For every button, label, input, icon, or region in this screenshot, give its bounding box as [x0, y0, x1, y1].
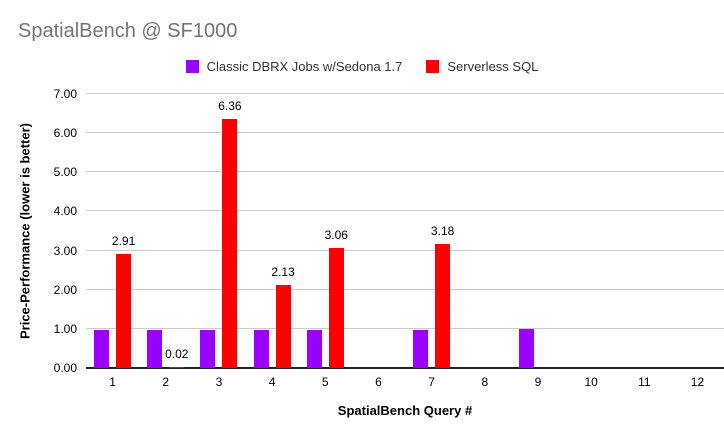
legend-swatch-serverless-sql — [426, 60, 440, 73]
x-axis-title: SpatialBench Query # — [337, 403, 473, 418]
y-tick-label-6.00: 6.00 — [53, 126, 77, 141]
bar-serverless-sql-q3 — [222, 119, 238, 368]
bar-classic-dbrx-q3 — [200, 330, 216, 368]
x-tick-label-7: 7 — [428, 375, 435, 389]
bar-serverless-sql-q4 — [275, 284, 291, 368]
gridline-3 — [86, 249, 724, 251]
bar-value-label-q1: 2.91 — [111, 234, 136, 249]
legend-label-classic-dbrx: Classic DBRX Jobs w/Sedona 1.7 — [206, 59, 403, 74]
x-tick-label-10: 10 — [584, 375, 598, 389]
legend-item-classic-dbrx: Classic DBRX Jobs w/Sedona 1.7 — [185, 59, 403, 74]
bar-classic-dbrx-q5 — [306, 330, 322, 368]
category-q1: 2.91 — [86, 94, 139, 368]
x-tick-label-5: 5 — [321, 375, 329, 389]
gridline-4 — [86, 210, 724, 212]
bar-value-label-q7: 3.18 — [430, 223, 455, 238]
bar-serverless-sql-q7 — [435, 243, 451, 368]
y-tick-label-3.00: 3.00 — [53, 243, 77, 258]
x-tick-label-3: 3 — [215, 375, 223, 389]
y-axis-title: Price-Performance (lower is better) — [17, 122, 33, 340]
legend-label-serverless-sql: Serverless SQL — [447, 59, 539, 74]
y-tick-label-4.00: 4.00 — [53, 204, 77, 219]
gridline-7 — [86, 93, 724, 94]
y-tick-label-0.00: 0.00 — [53, 361, 77, 375]
gridline-1 — [86, 327, 724, 329]
x-tick-label-11: 11 — [638, 375, 651, 389]
category-q3: 6.36 — [192, 94, 245, 368]
bar-classic-dbrx-q2 — [147, 330, 163, 368]
legend-item-serverless-sql: Serverless SQL — [426, 59, 538, 74]
category-q7: 3.18 — [405, 94, 458, 368]
y-tick-label-1.00: 1.00 — [53, 321, 77, 336]
x-tick-labels: 1 2 3 4 5 6 7 8 9 10 11 12 — [86, 375, 724, 389]
plot-area: 0.00 1.00 2.00 3.00 4.00 5.00 6.00 7.00 2.91 0.02… — [54, 87, 724, 389]
bar-value-label-q4: 2.13 — [271, 264, 295, 279]
category-q11 — [618, 94, 671, 368]
category-q12 — [671, 94, 724, 368]
bar-classic-dbrx-q7 — [413, 330, 429, 368]
category-q2: 0.02 — [139, 94, 192, 368]
x-tick-label-4: 4 — [268, 375, 276, 389]
x-tick-label-1: 1 — [109, 375, 116, 389]
bar-serverless-sql-q1 — [116, 254, 132, 368]
x-tick-label-8: 8 — [481, 375, 489, 389]
x-tick-label-2: 2 — [162, 375, 170, 389]
bar-classic-dbrx-q4 — [253, 330, 269, 368]
legend-swatch-classic-dbrx — [185, 60, 199, 73]
bar-value-label-q3: 6.36 — [218, 99, 242, 114]
bar-classic-dbrx-q1 — [94, 330, 110, 368]
category-q10 — [565, 94, 618, 368]
category-q8 — [458, 94, 511, 368]
y-tick-label-5.00: 5.00 — [53, 165, 77, 180]
chart-title: SpatialBench @ SF1000 — [18, 20, 238, 42]
y-tick-label-7.00: 7.00 — [53, 87, 77, 101]
gridline-5 — [86, 171, 724, 173]
category-q5: 3.06 — [299, 94, 352, 368]
bar-categories: 2.91 0.02 6.36 2.13 3.06 3.18 — [86, 94, 724, 368]
chart-legend: Classic DBRX Jobs w/Sedona 1.7 Serverles… — [0, 59, 724, 74]
category-q6 — [352, 94, 405, 368]
category-q4: 2.13 — [246, 94, 299, 368]
bar-serverless-sql-q5 — [328, 248, 344, 368]
x-tick-label-6: 6 — [375, 375, 382, 389]
bar-value-label-q2: 0.02 — [165, 347, 189, 362]
x-axis-line — [86, 367, 724, 369]
y-tick-label-2.00: 2.00 — [53, 282, 77, 297]
bar-classic-dbrx-q9 — [519, 328, 535, 368]
bar-serverless-sql-q2 — [169, 367, 185, 368]
gridline-6 — [86, 132, 724, 134]
category-q9 — [511, 94, 564, 368]
bar-value-label-q5: 3.06 — [324, 228, 348, 243]
gridline-2 — [86, 288, 724, 290]
x-tick-label-9: 9 — [534, 375, 542, 389]
x-tick-label-12: 12 — [690, 375, 705, 389]
